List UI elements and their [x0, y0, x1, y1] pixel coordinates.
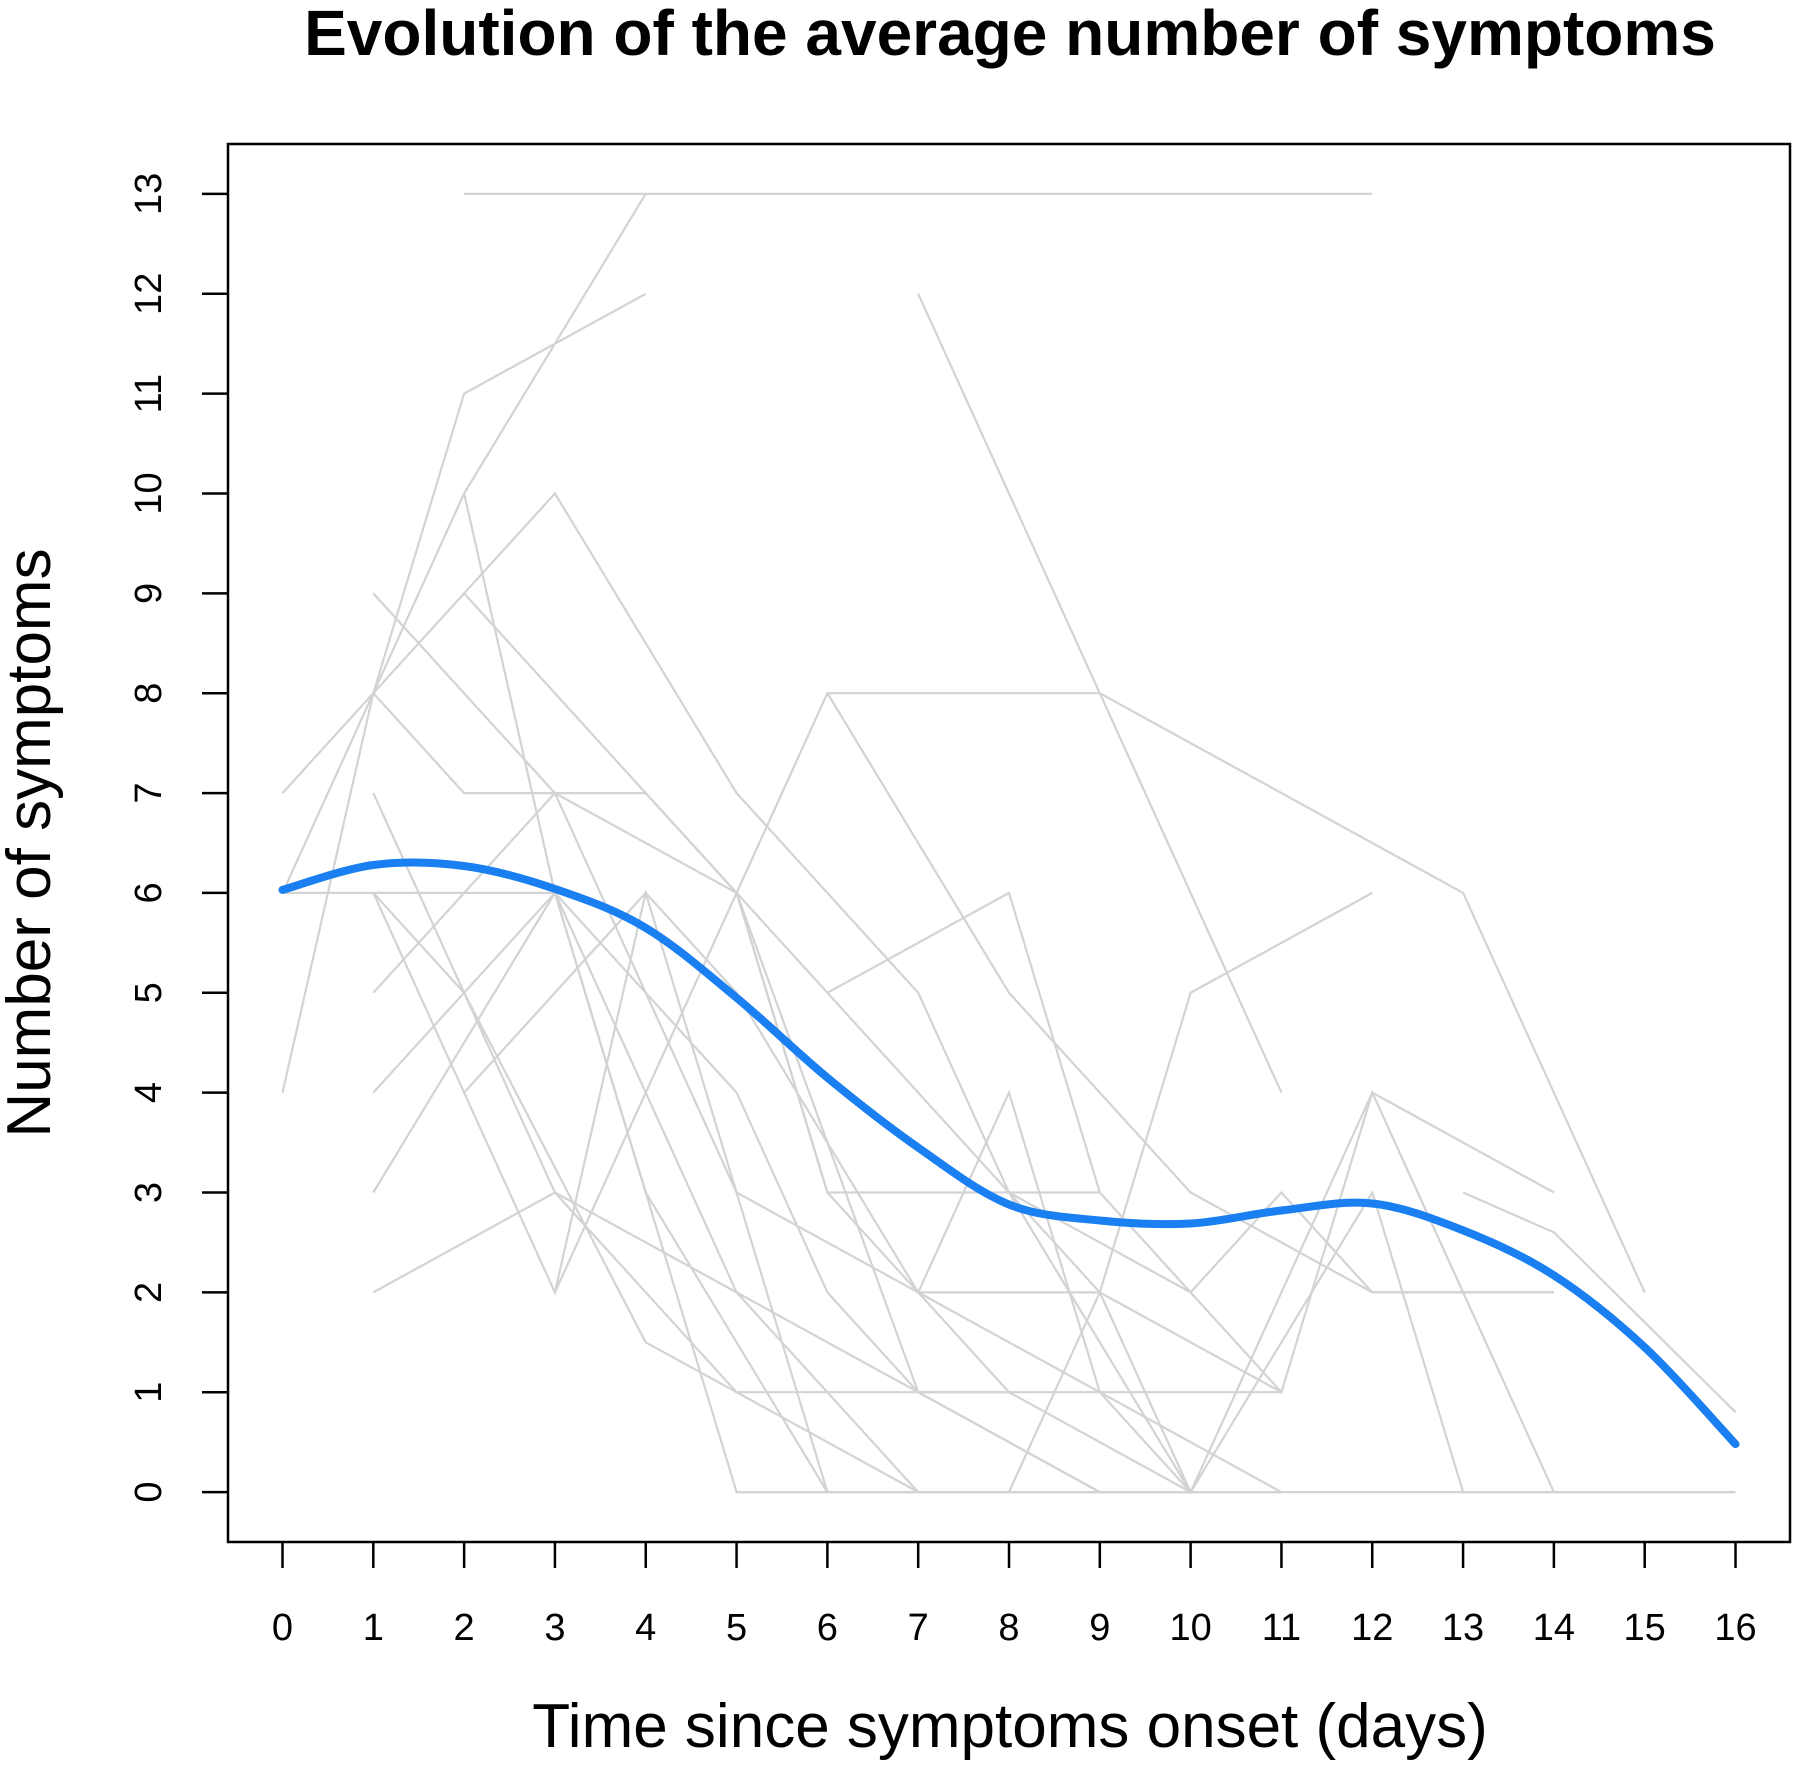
individual-line-22 [1007, 891, 1373, 1493]
y-tick-label-3: 3 [128, 1182, 170, 1203]
mean-line-group [278, 858, 1740, 1449]
y-tick-label-10: 10 [128, 472, 170, 514]
y-tick-label-0: 0 [128, 1482, 170, 1503]
x-tick-label-1: 1 [363, 1607, 384, 1649]
y-axis-label: Number of symptoms [0, 548, 64, 1137]
x-tick-label-0: 0 [272, 1607, 293, 1649]
individual-line-1 [372, 292, 647, 694]
y-tick-label-12: 12 [128, 273, 170, 315]
y-tick-label-4: 4 [128, 1082, 170, 1103]
individual-line-2 [281, 193, 647, 1093]
y-tick-label-13: 13 [128, 173, 170, 215]
x-tick-label-10: 10 [1169, 1607, 1211, 1649]
y-tick-label-7: 7 [128, 783, 170, 804]
x-tick-label-13: 13 [1442, 1607, 1484, 1649]
y-tick-label-6: 6 [128, 882, 170, 903]
y-tick-label-2: 2 [128, 1282, 170, 1303]
x-tick-label-15: 15 [1624, 1607, 1666, 1649]
y-tick-label-5: 5 [128, 982, 170, 1003]
x-tick-label-11: 11 [1262, 1607, 1301, 1649]
chart-title: Evolution of the average number of sympt… [304, 0, 1716, 69]
x-tick-label-4: 4 [635, 1607, 656, 1649]
x-tick-label-8: 8 [998, 1607, 1019, 1649]
individual-line-5 [372, 592, 1100, 1194]
plot-frame [226, 142, 1792, 1544]
x-tick-label-3: 3 [544, 1607, 565, 1649]
x-axis: 0 1 2 3 4 5 6 7 8 9 10 11 12 13 14 15 16 [272, 1542, 1757, 1649]
individual-lines [281, 192, 1737, 1495]
x-tick-label-9: 9 [1089, 1607, 1110, 1649]
x-tick-label-5: 5 [726, 1607, 747, 1649]
y-tick-label-8: 8 [128, 683, 170, 704]
x-tick-label-2: 2 [454, 1607, 475, 1649]
x-tick-label-16: 16 [1714, 1607, 1756, 1649]
individual-line-26 [372, 892, 1009, 1394]
individual-line-23 [1008, 1091, 1555, 1495]
y-tick-label-11: 11 [128, 374, 170, 413]
individual-line-20 [826, 692, 1554, 1294]
y-tick-label-1: 1 [128, 1382, 170, 1403]
individual-line-9 [735, 692, 1646, 1293]
x-axis-label: Time since symptoms onset (days) [532, 1692, 1488, 1761]
individual-line-6 [463, 592, 1192, 1493]
x-tick-label-6: 6 [817, 1607, 838, 1649]
individual-line-11 [372, 791, 1282, 1394]
individual-line-24 [1462, 1191, 1737, 1413]
x-tick-label-14: 14 [1533, 1607, 1575, 1649]
x-tick-label-7: 7 [908, 1607, 929, 1649]
y-tick-label-9: 9 [128, 583, 170, 604]
individual-line-18 [553, 889, 1192, 1494]
mean-line [278, 858, 1740, 1449]
x-tick-label-12: 12 [1351, 1607, 1393, 1649]
